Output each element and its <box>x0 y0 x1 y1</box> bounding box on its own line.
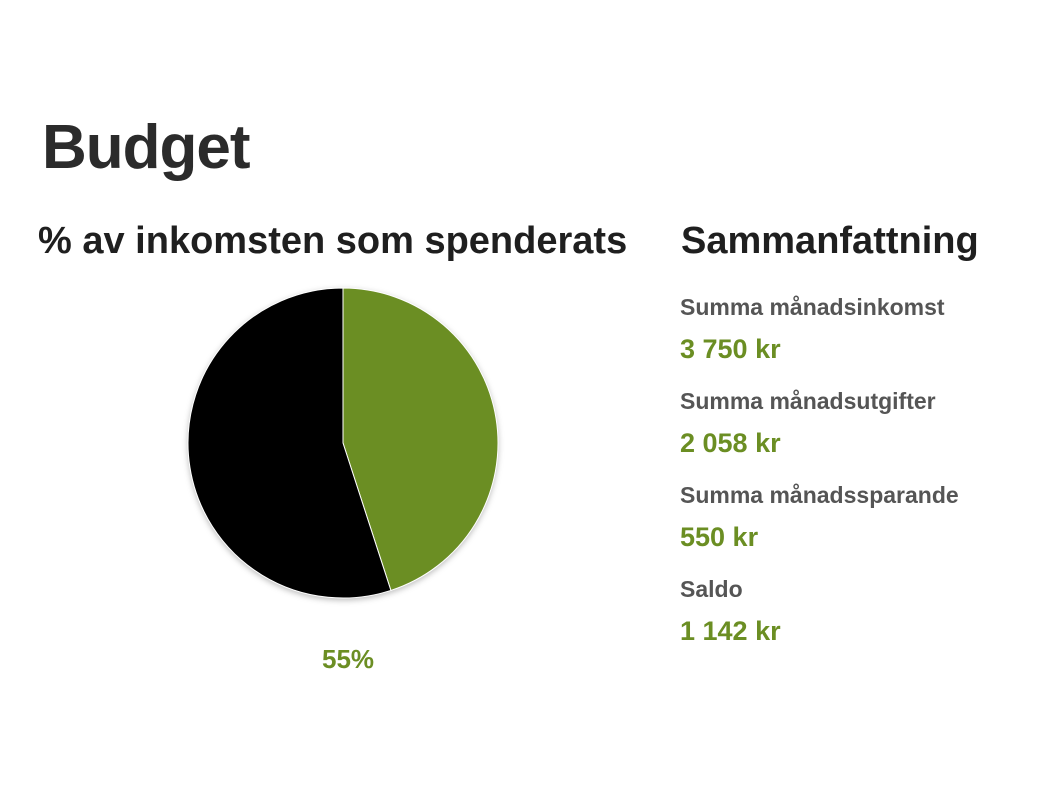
pie-slice-spent <box>187 287 392 599</box>
chart-heading: % av inkomsten som spenderats <box>38 220 628 262</box>
summary-value: 2 058 kr <box>680 428 781 458</box>
pie-slice-remaining <box>342 287 499 592</box>
pie-data-label: 55% <box>322 644 375 674</box>
summary-value: 1 142 kr <box>680 616 781 646</box>
summary-item-balance: Saldo 1 142 kr <box>680 574 1020 650</box>
summary-label: Summa månadsinkomst <box>680 294 945 320</box>
pie-chart-svg <box>187 287 499 599</box>
summary-label: Summa månadsutgifter <box>680 388 936 414</box>
summary-value: 3 750 kr <box>680 334 781 364</box>
summary-item-income: Summa månadsinkomst 3 750 kr <box>680 292 1020 368</box>
summary-value: 550 kr <box>680 522 759 552</box>
summary-item-savings: Summa månadssparande 550 kr <box>680 480 1020 556</box>
summary-item-expenses: Summa månadsutgifter 2 058 kr <box>680 386 1020 462</box>
summary-label: Saldo <box>680 576 743 602</box>
summary-list: Summa månadsinkomst 3 750 kr Summa månad… <box>680 292 1020 668</box>
summary-heading: Sammanfattning <box>681 220 979 262</box>
summary-label: Summa månadssparande <box>680 482 959 508</box>
page-title: Budget <box>42 113 251 182</box>
pie-chart <box>180 280 506 606</box>
